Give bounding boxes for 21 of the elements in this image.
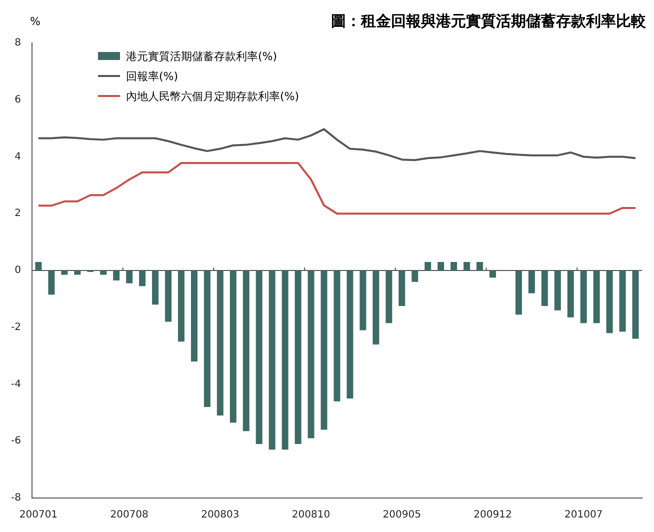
legend-label: 港元實質活期儲蓄存款利率(%) <box>126 48 278 64</box>
legend-label: 回報率(%) <box>126 68 178 84</box>
x-tick-label: 200708 <box>110 510 148 521</box>
x-tick-label: 200905 <box>382 510 421 521</box>
y-tick-label: -6 <box>10 436 21 447</box>
legend-label: 內地人民幣六個月定期存款利率(%) <box>126 88 300 104</box>
y-axis-title: % <box>30 14 40 28</box>
x-tick-label: 200803 <box>201 510 240 521</box>
x-tick-label: 200701 <box>19 510 58 521</box>
y-tick-label: 0 <box>14 265 21 276</box>
x-tick-label: 201007 <box>564 510 603 521</box>
y-tick-label: -4 <box>10 378 21 390</box>
y-tick-label: -2 <box>10 322 21 333</box>
chart-title: 圖：租金回報與港元實質活期儲蓄存款利率比較 <box>331 12 646 30</box>
x-tick-label: 200912 <box>474 510 512 521</box>
y-tick-label: 8 <box>14 38 21 49</box>
y-tick-label: 2 <box>14 208 21 220</box>
x-tick-label: 200810 <box>292 510 330 521</box>
y-tick-label: 6 <box>14 94 21 106</box>
y-tick-label: -8 <box>10 492 21 504</box>
y-tick-label: 4 <box>14 151 21 162</box>
